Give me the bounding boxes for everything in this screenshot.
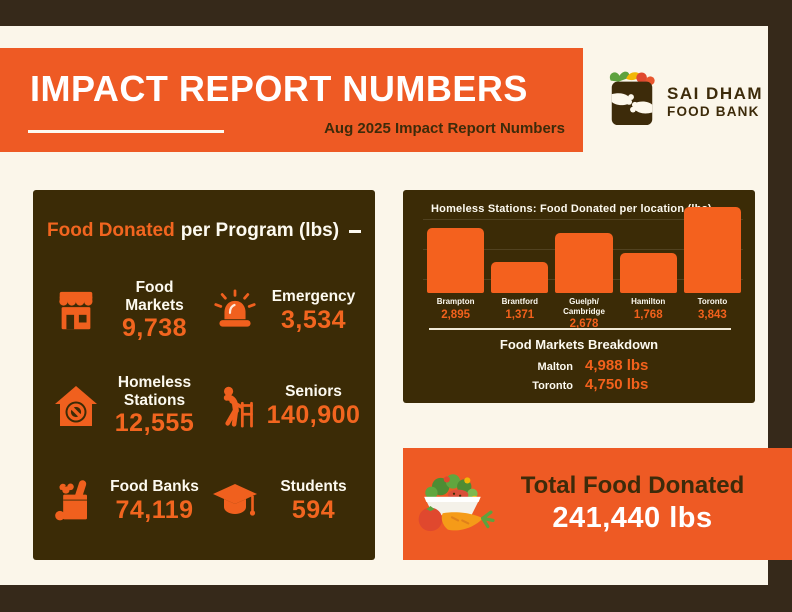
food-bank-bag-icon — [605, 68, 659, 135]
title-dash — [349, 229, 361, 233]
program-item-emergency: Emergency 3,534 — [206, 268, 361, 354]
title-underline — [28, 130, 224, 133]
chart-bar — [555, 200, 613, 293]
programs-title-rest: per Program (lbs) — [180, 220, 340, 241]
program-item-homeless-stations: Homeless Stations 12,555 — [47, 363, 202, 449]
org-name-line2: FOOD BANK — [667, 103, 760, 119]
page-title: IMPACT REPORT NUMBERS — [30, 68, 528, 109]
chart-bar-label: Hamilton 1,768 — [631, 297, 666, 321]
program-value: 12,555 — [114, 409, 195, 438]
chart-bar-label: Guelph/Cambridge 2,678 — [563, 297, 605, 331]
frame-band-top — [0, 0, 792, 26]
program-label: Seniors — [285, 382, 342, 400]
total-value: 241,440 lbs — [552, 502, 713, 534]
vegetable-bowl-icon — [409, 469, 499, 539]
chart-bar-label: Brampton 2,895 — [436, 297, 475, 321]
breakdown-value: 4,750 lbs — [585, 376, 649, 393]
program-label: Students — [280, 477, 347, 495]
section-divider — [429, 328, 731, 330]
org-name-line1: SAI DHAM — [667, 83, 764, 103]
chart-bar — [683, 200, 742, 293]
chart-gridline — [423, 219, 743, 220]
chart-bar — [491, 200, 549, 293]
chart-bar-label: Brantford 1,371 — [501, 297, 539, 321]
program-item-students: Students 594 — [206, 458, 361, 544]
bar-chart-plot — [427, 200, 742, 293]
program-item-food-banks: Food Banks 74,119 — [47, 458, 202, 544]
homeless-stations-chart-panel: Homeless Stations: Food Donated per loca… — [403, 190, 755, 403]
program-item-food-markets: Food Markets 9,738 — [47, 268, 202, 354]
chart-bar-label: Toronto 3,843 — [697, 297, 728, 321]
org-logo: SAI DHAM FOOD BANK — [605, 68, 763, 135]
chart-bar — [427, 200, 485, 293]
program-value: 9,738 — [121, 314, 188, 343]
chart-title: Homeless Stations: Food Donated per loca… — [431, 203, 712, 215]
programs-panel-title: Food Donated per Program (lbs) — [47, 220, 361, 242]
siren-icon — [210, 289, 260, 333]
header-banner: IMPACT REPORT NUMBERS Aug 2025 Impact Re… — [0, 48, 583, 152]
bar-chart-labels: Brampton 2,895 Brantford 1,371 Guelph/Cambri… — [427, 297, 741, 332]
total-text: Total Food Donated 241,440 lbs — [499, 472, 792, 536]
total-label: Total Food Donated — [520, 472, 745, 500]
program-grid: Food Markets 9,738 — [47, 268, 361, 544]
program-label: Emergency — [271, 287, 356, 305]
senior-walker-icon — [210, 382, 260, 430]
program-item-seniors: Seniors 140,900 — [206, 363, 361, 449]
frame-band-bottom — [0, 585, 792, 612]
programs-panel: Food Donated per Program (lbs) — [33, 190, 375, 560]
storefront-icon — [51, 288, 101, 334]
program-text: Seniors 140,900 — [266, 383, 361, 430]
breakdown-row: Toronto 4,750 lbs — [403, 376, 755, 393]
program-text: Students 594 — [266, 478, 361, 525]
graduation-cap-icon — [210, 479, 260, 523]
program-text: Food Markets 9,738 — [107, 279, 202, 343]
breakdown-row: Malton 4,988 lbs — [403, 357, 755, 374]
chart-bar — [619, 200, 677, 293]
program-value: 74,119 — [115, 495, 194, 524]
breakdown-label: Toronto — [532, 380, 573, 392]
org-name: SAI DHAM FOOD BANK — [667, 84, 763, 119]
program-value: 594 — [291, 495, 336, 524]
program-text: Emergency 3,534 — [266, 288, 361, 335]
program-label: Food Markets — [125, 278, 184, 314]
breakdown-rows: Malton 4,988 lbs Toronto 4,750 lbs — [403, 357, 755, 393]
grocery-bag-icon — [51, 477, 101, 525]
house-no-entry-icon — [51, 382, 101, 430]
program-label: Homeless Stations — [117, 373, 192, 409]
breakdown-value: 4,988 lbs — [585, 357, 649, 374]
breakdown-label: Malton — [537, 361, 573, 373]
program-value: 140,900 — [266, 400, 361, 429]
page-subtitle: Aug 2025 Impact Report Numbers — [324, 120, 565, 137]
program-text: Homeless Stations 12,555 — [107, 374, 202, 438]
total-food-donated-box: Total Food Donated 241,440 lbs — [403, 448, 792, 560]
program-text: Food Banks 74,119 — [107, 478, 202, 525]
programs-title-highlight: Food Donated — [47, 220, 175, 241]
program-value: 3,534 — [280, 305, 347, 334]
program-label: Food Banks — [110, 477, 199, 495]
breakdown-title: Food Markets Breakdown — [499, 337, 659, 352]
